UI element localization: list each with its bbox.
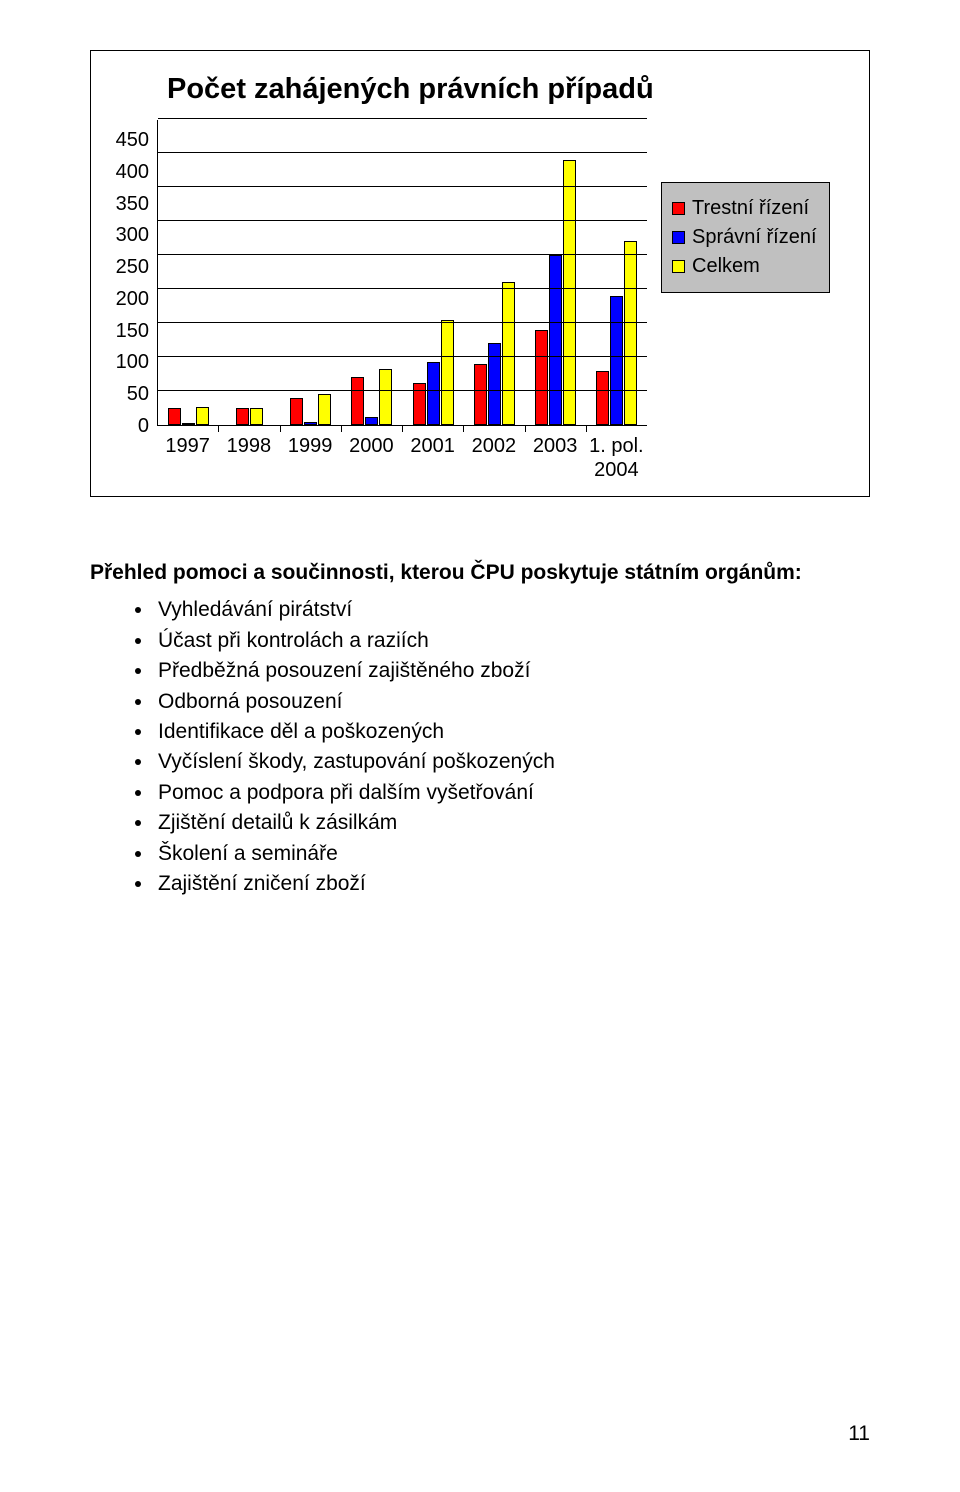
bar xyxy=(379,369,392,425)
bar xyxy=(474,364,487,425)
x-tick xyxy=(341,425,402,432)
bar xyxy=(290,398,303,425)
bar-groups xyxy=(158,120,647,425)
y-tick-label: 300 xyxy=(116,225,149,245)
bar xyxy=(549,255,562,425)
list-item: Vyhledávání pirátství xyxy=(154,595,870,625)
gridline xyxy=(158,254,647,255)
x-axis: 19971998199920002001200220031. pol.2004 xyxy=(157,435,647,482)
bullet-list: Vyhledávání pirátstvíÚčast při kontrolác… xyxy=(90,595,870,899)
chart-title: Počet zahájených právních případů xyxy=(167,73,851,106)
x-tick-label: 1997 xyxy=(157,435,218,482)
y-tick-label: 350 xyxy=(116,194,149,214)
x-tick xyxy=(525,425,586,432)
gridline xyxy=(158,220,647,221)
x-tick xyxy=(586,425,647,432)
legend-item: Správní řízení xyxy=(672,226,817,249)
list-item: Školení a semináře xyxy=(154,839,870,869)
list-item: Pomoc a podpora při dalším vyšetřování xyxy=(154,778,870,808)
y-tick-label: 0 xyxy=(138,416,149,436)
list-item: Zjištění detailů k zásilkám xyxy=(154,808,870,838)
y-tick-label: 400 xyxy=(116,162,149,182)
bar-group xyxy=(219,120,280,425)
gridline xyxy=(158,152,647,153)
bar xyxy=(535,330,548,425)
list-item: Předběžná posouzení zajištěného zboží xyxy=(154,656,870,686)
list-item: Vyčíslení škody, zastupování poškozených xyxy=(154,747,870,777)
legend-label: Trestní řízení xyxy=(692,197,809,220)
bar xyxy=(351,377,364,425)
gridline xyxy=(158,186,647,187)
bar xyxy=(441,320,454,425)
axis-and-plot: 450 400 350 300 250 200 150 100 50 0 199719981999… xyxy=(113,120,647,482)
y-tick-label: 50 xyxy=(127,384,149,404)
legend-label: Správní řízení xyxy=(692,226,817,249)
x-tick-label: 1999 xyxy=(280,435,341,482)
x-tick-label: 2002 xyxy=(463,435,524,482)
gridline xyxy=(158,288,647,289)
bar-group xyxy=(341,120,402,425)
chart-row: 450 400 350 300 250 200 150 100 50 0 199719981999… xyxy=(113,120,851,482)
legend-swatch xyxy=(672,260,685,273)
bar xyxy=(236,408,249,425)
x-tick-label: 2003 xyxy=(525,435,586,482)
chart-box: Počet zahájených právních případů 450 400… xyxy=(90,50,870,497)
bar xyxy=(168,408,181,425)
gridline xyxy=(158,118,647,119)
y-tick-label: 450 xyxy=(116,130,149,150)
x-tick xyxy=(280,425,341,432)
gridline xyxy=(158,390,647,391)
x-tick xyxy=(402,425,463,432)
legend-item: Celkem xyxy=(672,255,817,278)
y-tick-label: 200 xyxy=(116,289,149,309)
y-tick-label: 150 xyxy=(116,321,149,341)
chart-legend: Trestní řízení Správní řízení Celkem xyxy=(661,182,830,293)
bar-group xyxy=(158,120,219,425)
x-ticks xyxy=(158,425,647,432)
bar xyxy=(502,282,515,425)
plot-wrap: 19971998199920002001200220031. pol.2004 xyxy=(157,120,647,482)
legend-label: Celkem xyxy=(692,255,760,278)
y-axis: 450400350300250200150100500 xyxy=(113,120,157,426)
list-item: Účast při kontrolách a raziích xyxy=(154,626,870,656)
gridline xyxy=(158,322,647,323)
bar xyxy=(250,408,263,425)
bar-group xyxy=(464,120,525,425)
bar xyxy=(610,296,623,425)
bar xyxy=(196,407,209,425)
bar-group xyxy=(403,120,464,425)
bar-group xyxy=(280,120,341,425)
list-item: Identifikace děl a poškozených xyxy=(154,717,870,747)
bar xyxy=(624,241,637,425)
x-tick-label: 1998 xyxy=(218,435,279,482)
x-tick xyxy=(218,425,279,432)
y-tick-label: 250 xyxy=(116,257,149,277)
legend-swatch xyxy=(672,231,685,244)
x-tick xyxy=(158,425,218,432)
page: Počet zahájených právních případů 450 400… xyxy=(0,0,960,1492)
bar xyxy=(563,160,576,425)
x-tick-label: 2001 xyxy=(402,435,463,482)
list-item: Zajištění zničení zboží xyxy=(154,869,870,899)
x-tick xyxy=(463,425,524,432)
x-tick-label: 1. pol.2004 xyxy=(586,435,647,482)
gridline xyxy=(158,356,647,357)
bar xyxy=(427,362,440,425)
legend-swatch xyxy=(672,202,685,215)
bar-group xyxy=(586,120,647,425)
section-title: Přehled pomoci a součinnosti, kterou ČPU… xyxy=(90,561,870,585)
chart-plot xyxy=(157,120,647,426)
bar xyxy=(318,394,331,425)
x-tick-label: 2000 xyxy=(341,435,402,482)
bar xyxy=(365,417,378,425)
legend-item: Trestní řízení xyxy=(672,197,817,220)
bar xyxy=(596,371,609,425)
y-tick-label: 100 xyxy=(116,352,149,372)
bar-group xyxy=(525,120,586,425)
page-number: 11 xyxy=(848,1422,870,1446)
list-item: Odborná posouzení xyxy=(154,687,870,717)
